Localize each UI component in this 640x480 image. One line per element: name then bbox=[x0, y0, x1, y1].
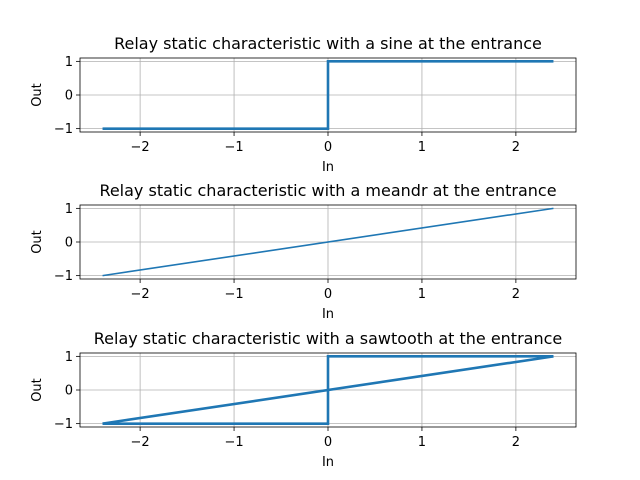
x-tick-label: −1 bbox=[224, 140, 243, 155]
subplot-1: −2 −1 0 1 2 −1 0 1 Relay static characteristic w… bbox=[30, 34, 577, 175]
series-line-2 bbox=[102, 355, 554, 425]
y-tick-label: −1 bbox=[54, 122, 73, 137]
y-axis-label: Out bbox=[30, 230, 45, 254]
x-tick-label: −1 bbox=[224, 287, 243, 302]
y-tick-label: 0 bbox=[65, 384, 73, 399]
chart-title: Relay static characteristic with a meand… bbox=[99, 181, 556, 200]
x-axis-label: In bbox=[322, 160, 334, 175]
x-tick-label: −2 bbox=[131, 287, 150, 302]
x-axis-label: In bbox=[322, 455, 334, 470]
y-tick-label: 1 bbox=[65, 55, 73, 70]
x-tick-label: 1 bbox=[418, 140, 426, 155]
x-tick-label: −1 bbox=[224, 435, 243, 450]
series-line-1 bbox=[102, 207, 554, 277]
x-tick-label: 0 bbox=[324, 287, 332, 302]
x-tick-label: 0 bbox=[324, 435, 332, 450]
x-tick-label: −2 bbox=[131, 435, 150, 450]
series-line-1 bbox=[102, 60, 554, 130]
y-axis-label: Out bbox=[30, 83, 45, 107]
x-tick-label: −2 bbox=[131, 140, 150, 155]
y-axis-label: Out bbox=[30, 378, 45, 402]
y-tick-label: 1 bbox=[65, 202, 73, 217]
subplot-3: −2 −1 0 1 2 −1 0 1 Relay static characteristic w… bbox=[30, 329, 577, 470]
x-tick-label: 1 bbox=[418, 287, 426, 302]
x-axis-label: In bbox=[322, 307, 334, 322]
x-tick-label: 2 bbox=[512, 287, 520, 302]
x-tick-label: 2 bbox=[512, 140, 520, 155]
y-tick-label: −1 bbox=[54, 269, 73, 284]
y-tick-label: 0 bbox=[65, 236, 73, 251]
x-tick-label: 2 bbox=[512, 435, 520, 450]
x-tick-label: 1 bbox=[418, 435, 426, 450]
y-tick-label: 0 bbox=[65, 89, 73, 104]
subplot-2: −2 −1 0 1 2 −1 0 1 Relay static characteristic w… bbox=[30, 181, 577, 322]
y-tick-label: 1 bbox=[65, 350, 73, 365]
x-tick-label: 0 bbox=[324, 140, 332, 155]
y-tick-label: −1 bbox=[54, 417, 73, 432]
chart-title: Relay static characteristic with a sawto… bbox=[94, 329, 563, 348]
chart-title: Relay static characteristic with a sine … bbox=[114, 34, 542, 53]
